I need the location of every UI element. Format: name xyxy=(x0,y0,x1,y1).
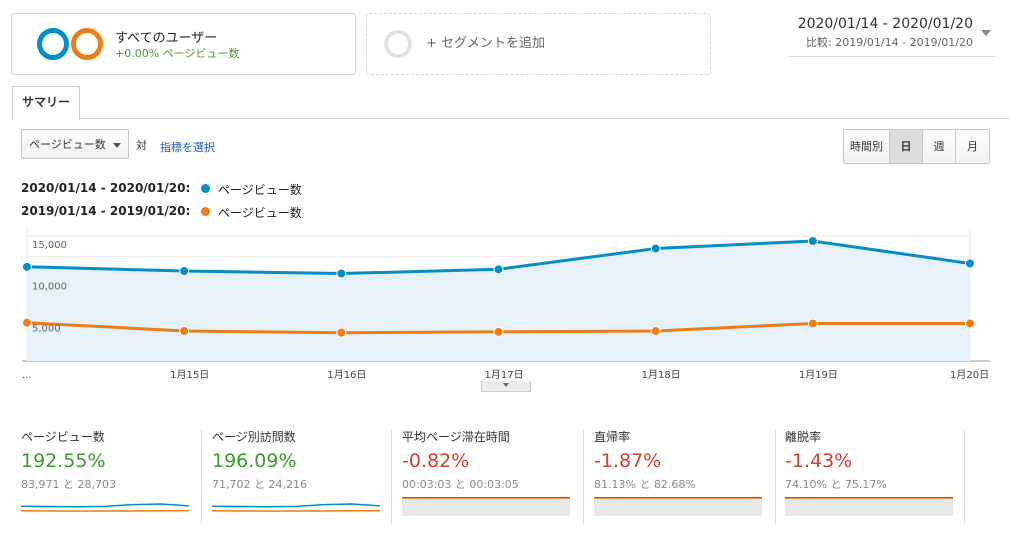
legend-range-current: 2020/01/14 - 2020/01/20: xyxy=(21,181,191,195)
metric-label: 平均ページ滞在時間 xyxy=(402,430,510,444)
data-point-current[interactable] xyxy=(179,266,190,276)
granularity-day-button[interactable]: 日 xyxy=(890,130,923,163)
legend-range-previous: 2019/01/14 - 2019/01/20: xyxy=(21,204,191,218)
metric-sparkline xyxy=(402,497,570,516)
empty-segment-ring-icon xyxy=(384,30,412,58)
metric-label: ページ別訪問数 xyxy=(212,430,296,444)
metric-sparkline xyxy=(594,497,762,516)
data-point-current[interactable] xyxy=(336,268,347,279)
metric-sparkline xyxy=(212,503,380,512)
y-tick-label: 10,000 xyxy=(32,282,67,293)
date-range-main: 2020/01/14 - 2020/01/20 xyxy=(797,16,973,32)
data-point-previous[interactable] xyxy=(493,326,504,337)
date-range-compare: 比較: 2019/01/14 - 2019/01/20 xyxy=(806,36,973,49)
metric-select[interactable]: ページビュー数 xyxy=(21,129,129,159)
data-point-current[interactable] xyxy=(493,264,504,275)
segment-card-all-users[interactable]: すべてのユーザー +0.00% ページビュー数 xyxy=(11,13,356,75)
x-tick-label: 1月19日 xyxy=(799,369,838,381)
add-segment-card[interactable]: + セグメントを追加 xyxy=(366,13,711,75)
tab-divider xyxy=(11,118,1009,119)
metric-label: 直帰率 xyxy=(594,430,631,444)
metric-change: 192.55% xyxy=(21,450,106,472)
metric-compare: 71,702 と 24,216 xyxy=(212,478,307,491)
data-point-previous[interactable] xyxy=(650,326,661,336)
metric-sparkline xyxy=(21,503,189,512)
versus-label: 対 xyxy=(136,139,147,152)
data-point-previous[interactable] xyxy=(22,317,32,328)
x-tick-label: 1月18日 xyxy=(642,369,681,381)
legend-metric-previous: ページビュー数 xyxy=(218,206,302,220)
metric-compare: 74.10% と 75.17% xyxy=(785,478,887,491)
metric-divider xyxy=(583,430,584,524)
select-caret-icon xyxy=(113,143,121,148)
metric-divider xyxy=(775,430,776,524)
line-chart: 15,000 10,000 5,000 ... 1月15日 1月16日 1月17日 1月18… xyxy=(22,228,990,381)
chevron-down-icon xyxy=(503,383,509,387)
data-point-previous[interactable] xyxy=(179,326,190,336)
metric-divider xyxy=(964,430,965,524)
legend-item-current: 2020/01/14 - 2020/01/20: ページビュー数 xyxy=(21,181,302,197)
sparkline-area xyxy=(402,498,570,516)
metric-change: -0.82% xyxy=(402,450,470,472)
y-tick-label: 5,000 xyxy=(32,323,61,334)
segment-ring-orange-icon xyxy=(71,28,103,60)
add-segment-label: + セグメントを追加 xyxy=(426,36,546,51)
x-tick-label: 1月17日 xyxy=(485,369,524,381)
sparkline-area xyxy=(785,498,953,516)
y-tick-label: 15,000 xyxy=(32,240,67,251)
metric-sparkline xyxy=(785,497,953,516)
x-tick-label: ... xyxy=(22,370,32,381)
data-point-current[interactable] xyxy=(807,236,818,246)
granularity-month-button[interactable]: 月 xyxy=(956,130,989,163)
data-point-current[interactable] xyxy=(650,243,661,254)
metric-change: -1.43% xyxy=(785,450,853,472)
metric-select-value: ページビュー数 xyxy=(29,138,106,151)
date-range-picker[interactable]: 2020/01/14 - 2020/01/20 比較: 2019/01/14 -… xyxy=(798,16,973,50)
metric-compare: 00:03:03 と 00:03:05 xyxy=(402,478,519,491)
segment-ring-blue-icon xyxy=(37,28,69,60)
sparkline-current xyxy=(212,503,380,508)
sparkline-current xyxy=(21,503,189,508)
metric-change: 196.09% xyxy=(212,450,297,472)
x-tick-label: 1月16日 xyxy=(327,369,366,381)
granularity-toggle: 時間別 日 週 月 xyxy=(843,129,990,164)
legend-dot-orange-icon xyxy=(201,207,210,216)
sparkline-area xyxy=(594,498,762,516)
x-tick-label: 1月20日 xyxy=(950,369,989,381)
date-range-underline xyxy=(788,56,996,57)
data-point-current[interactable] xyxy=(22,261,32,272)
legend-item-previous: 2019/01/14 - 2019/01/20: ページビュー数 xyxy=(21,204,302,220)
tab-summary[interactable]: サマリー xyxy=(12,86,80,120)
series-area-current xyxy=(27,241,970,361)
x-tick-label: 1月15日 xyxy=(170,369,209,381)
metric-label: 離脱率 xyxy=(785,430,822,444)
metric-compare: 83,971 と 28,703 xyxy=(21,478,116,491)
data-point-previous[interactable] xyxy=(807,318,818,329)
data-point-current[interactable] xyxy=(965,258,975,269)
granularity-hourly-button[interactable]: 時間別 xyxy=(844,130,890,163)
metric-divider xyxy=(201,430,202,524)
segment-subtitle: +0.00% ページビュー数 xyxy=(115,47,240,60)
choose-metric-link[interactable]: 指標を選択 xyxy=(160,141,215,154)
legend-metric-current: ページビュー数 xyxy=(218,183,302,197)
segment-title: すべてのユーザー xyxy=(115,31,218,46)
metric-compare: 81.13% と 82.68% xyxy=(594,478,696,491)
metric-change: -1.87% xyxy=(594,450,662,472)
chevron-down-icon[interactable] xyxy=(981,30,991,36)
data-point-previous[interactable] xyxy=(965,318,975,329)
data-point-previous[interactable] xyxy=(336,327,347,338)
legend-dot-blue-icon xyxy=(201,184,210,193)
granularity-week-button[interactable]: 週 xyxy=(923,130,956,163)
chart-expand-handle[interactable] xyxy=(481,381,531,392)
metric-divider xyxy=(391,430,392,524)
metric-label: ページビュー数 xyxy=(21,430,105,444)
